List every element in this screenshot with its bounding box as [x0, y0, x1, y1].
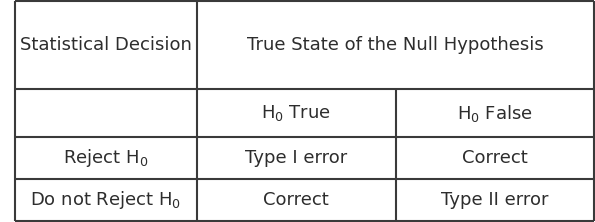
Text: H$_0$ True: H$_0$ True [261, 103, 331, 123]
Text: Type I error: Type I error [245, 149, 347, 167]
Text: Statistical Decision: Statistical Decision [20, 36, 192, 54]
Text: Type II error: Type II error [441, 191, 549, 209]
Text: True State of the Null Hypothesis: True State of the Null Hypothesis [247, 36, 544, 54]
Text: Reject H$_0$: Reject H$_0$ [63, 147, 149, 169]
Text: Correct: Correct [462, 149, 528, 167]
Text: Do not Reject H$_0$: Do not Reject H$_0$ [30, 189, 181, 211]
Text: H$_0$ False: H$_0$ False [457, 103, 533, 124]
Text: Correct: Correct [264, 191, 329, 209]
